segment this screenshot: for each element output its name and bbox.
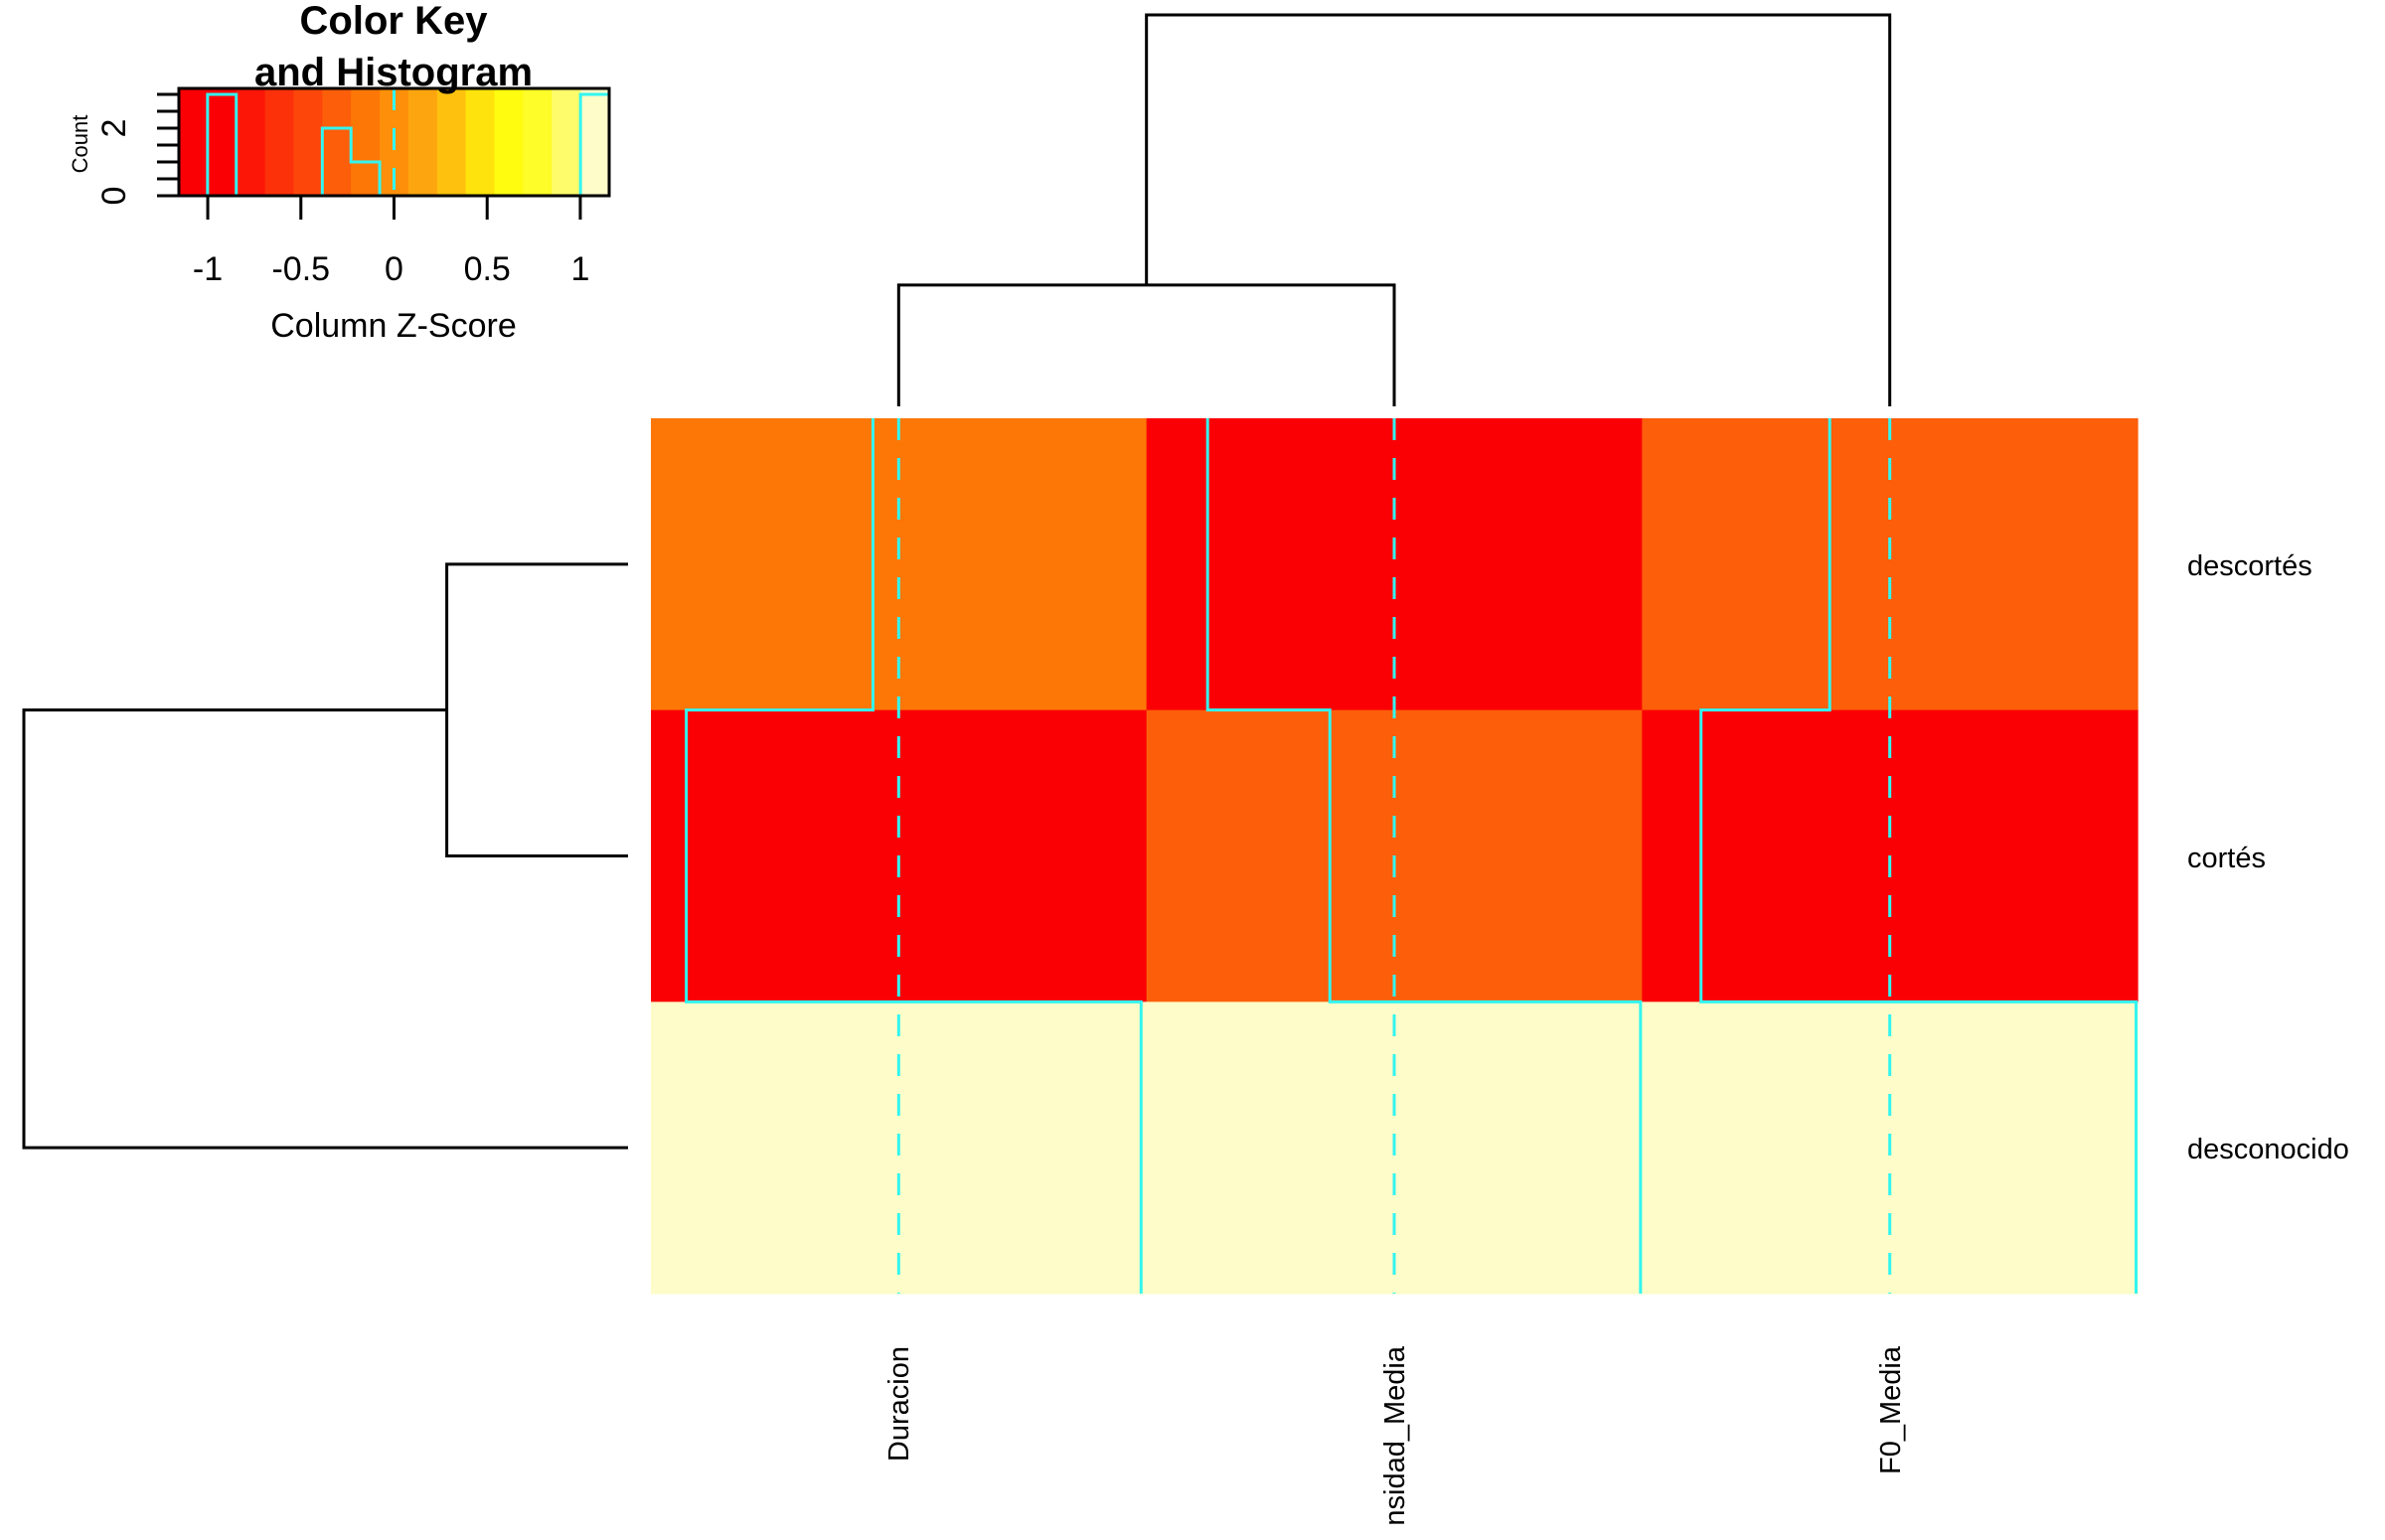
column-labels: Duracion nsidad_Media F0_Media: [883, 1345, 1907, 1525]
color-key-band: [179, 88, 209, 196]
x-tick-label: -0.5: [271, 250, 330, 288]
color-key-band: [407, 88, 438, 196]
color-key-ylabel: Count: [68, 115, 92, 174]
row-dendrogram: [22, 562, 628, 1150]
color-key-band: [236, 88, 266, 196]
dendrogram-branch: [1145, 13, 1892, 406]
row-label: descortés: [2187, 550, 2312, 582]
color-key-band: [494, 88, 524, 196]
trace-line: [1205, 418, 1643, 1294]
trace-line: [1699, 418, 2138, 1294]
color-key-band: [580, 88, 610, 196]
color-key-band: [207, 88, 238, 196]
column-label: F0_Media: [1875, 1345, 1907, 1474]
color-key-y-axis: 02: [95, 92, 181, 206]
column-label: nsidad_Media: [1379, 1345, 1411, 1525]
trace-lines: [685, 418, 2138, 1294]
x-tick-label: 1: [570, 250, 589, 288]
column-label: Duracion: [883, 1346, 915, 1462]
row-label: desconocido: [2187, 1134, 2349, 1165]
color-key-xlabel: Column Z-Score: [270, 307, 517, 345]
color-key-band: [523, 88, 553, 196]
color-key-title-line1: Color Key: [300, 0, 489, 43]
color-key-band: [436, 88, 467, 196]
color-key-band: [264, 88, 295, 196]
color-key: 02 -1 -0.5 0 0.5 1 Color Key and Histogram C…: [68, 0, 611, 345]
y-tick-label: 2: [95, 119, 133, 138]
x-tick-label: 0.5: [464, 250, 511, 288]
column-dendrogram: [896, 13, 1892, 406]
color-key-band: [552, 88, 581, 196]
y-tick-label: 0: [95, 187, 133, 206]
row-label: cortés: [2187, 843, 2266, 874]
row-labels: descortés cortés desconocido: [2187, 550, 2349, 1165]
color-key-band: [322, 88, 352, 196]
dendrogram-branch: [445, 562, 628, 857]
color-key-band: [351, 88, 381, 196]
dendrogram-branch: [896, 283, 1396, 406]
trace-line: [685, 418, 1143, 1294]
dendrogram-branch: [22, 708, 628, 1150]
color-key-title-line2: and Histogram: [254, 51, 533, 94]
color-key-band: [465, 88, 496, 196]
x-tick-label: 0: [385, 250, 403, 288]
x-tick-label: -1: [193, 250, 223, 288]
color-key-x-axis: -1 -0.5 0 0.5 1: [179, 194, 609, 288]
color-key-band: [293, 88, 323, 196]
